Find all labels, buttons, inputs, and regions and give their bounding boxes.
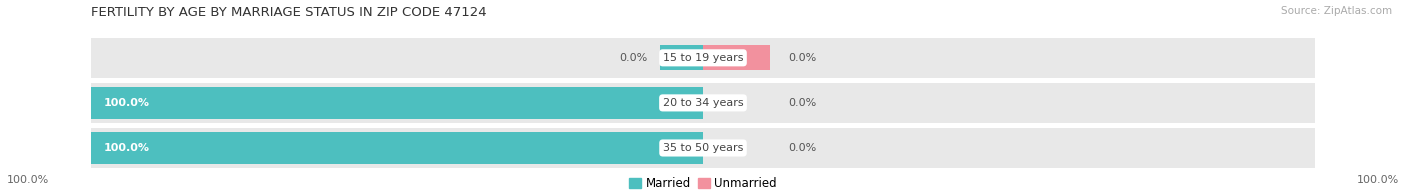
Text: 0.0%: 0.0% [789,143,817,153]
Bar [91,128,1315,168]
Bar [661,45,703,71]
Text: 35 to 50 years: 35 to 50 years [662,143,744,153]
Bar [91,132,703,164]
Text: 15 to 19 years: 15 to 19 years [662,53,744,63]
Text: 0.0%: 0.0% [789,98,817,108]
Text: 20 to 34 years: 20 to 34 years [662,98,744,108]
Text: Source: ZipAtlas.com: Source: ZipAtlas.com [1281,6,1392,16]
Text: 100.0%: 100.0% [7,175,49,185]
Bar [91,83,1315,123]
Text: 0.0%: 0.0% [620,53,648,63]
Text: FERTILITY BY AGE BY MARRIAGE STATUS IN ZIP CODE 47124: FERTILITY BY AGE BY MARRIAGE STATUS IN Z… [91,6,486,19]
Bar [703,45,770,71]
Text: 100.0%: 100.0% [1357,175,1399,185]
Text: 100.0%: 100.0% [104,98,149,108]
Text: 100.0%: 100.0% [104,143,149,153]
Text: 0.0%: 0.0% [789,53,817,63]
Bar [91,38,1315,78]
Bar [91,87,703,119]
Legend: Married, Unmarried: Married, Unmarried [628,177,778,190]
